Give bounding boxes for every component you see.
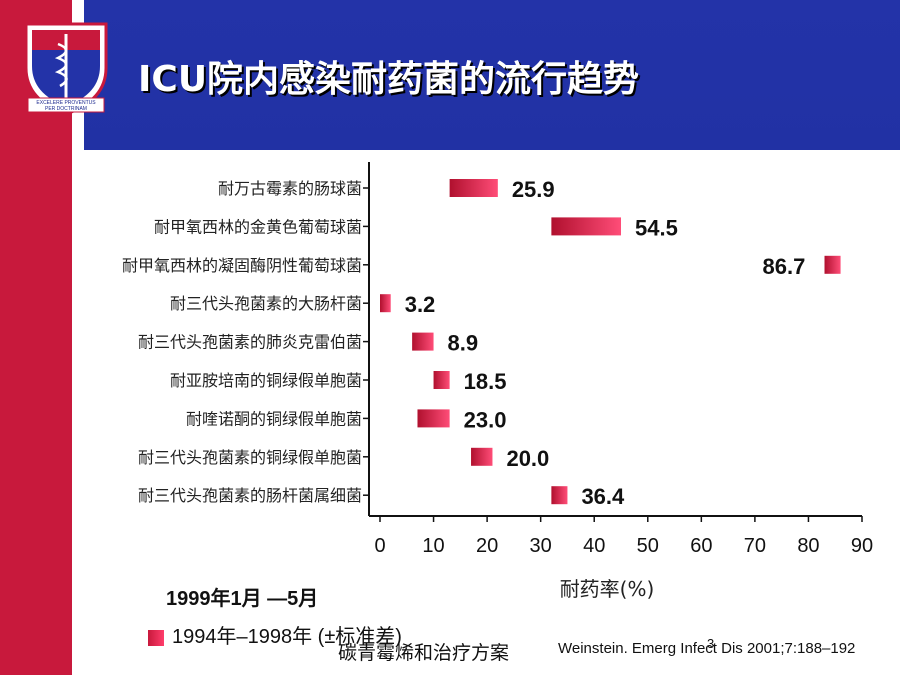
legend-item-label: 1994年–1998年 (±标准差) bbox=[172, 626, 402, 648]
legend-title: 1999年1月 —5月 bbox=[166, 588, 319, 610]
page-number: 3 bbox=[707, 636, 715, 651]
legend-swatch bbox=[148, 629, 164, 646]
legend-item: 1994年–1998年 (±标准差) bbox=[148, 620, 402, 649]
footnote: 碳青霉烯和治疗方案 bbox=[338, 642, 510, 664]
university-shield-logo: EXCELERE PROVENTUS PER DOCTRINAM bbox=[24, 22, 108, 116]
citation: Weinstein. Emerg Infect Dis 2001;7:188–1… bbox=[558, 640, 856, 657]
slide-title: ICU院内感染耐药菌的流行趋势 bbox=[138, 59, 640, 100]
chart-panel bbox=[84, 150, 900, 675]
svg-text:EXCELERE PROVENTUS: EXCELERE PROVENTUS bbox=[36, 100, 96, 106]
left-white-stripe bbox=[72, 0, 84, 675]
svg-text:PER DOCTRINAM: PER DOCTRINAM bbox=[45, 106, 87, 112]
